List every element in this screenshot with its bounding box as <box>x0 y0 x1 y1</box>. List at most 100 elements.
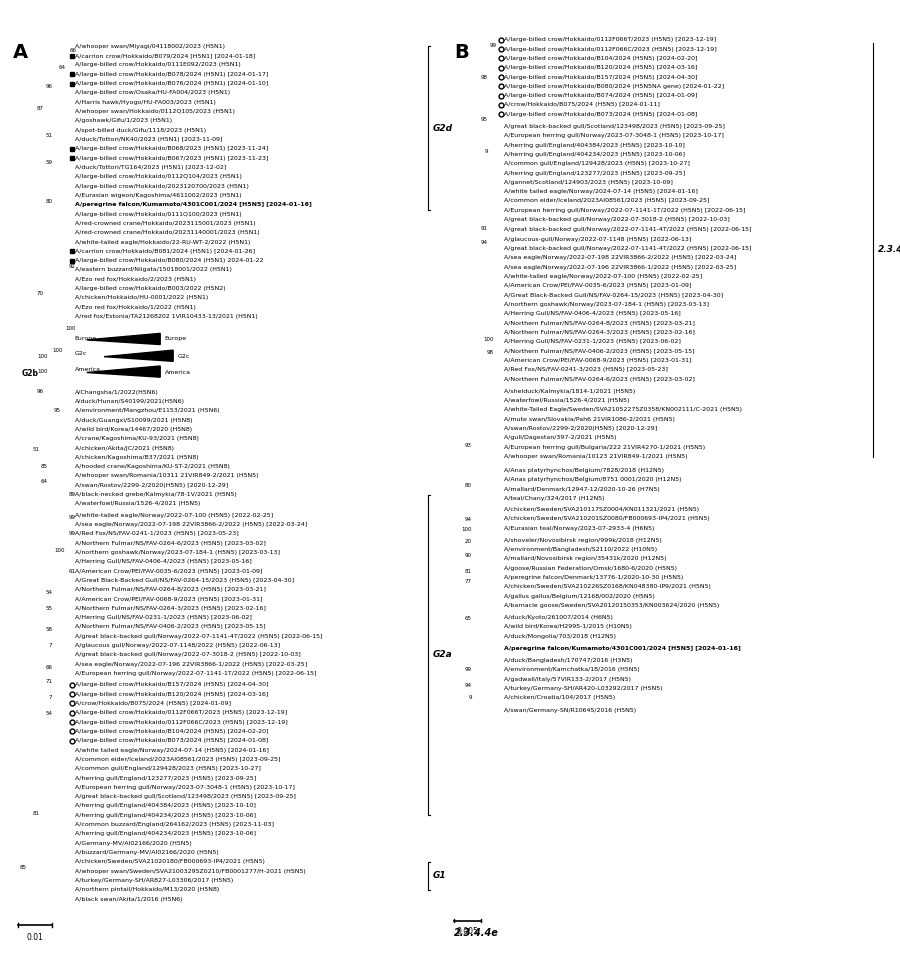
Text: A/sea eagle/Norway/2022-07-198 22VIR3866-2/2022 (H5N5) [2022-03-24]: A/sea eagle/Norway/2022-07-198 22VIR3866… <box>504 256 736 260</box>
Text: A/carrion crow/Hokkaido/B081/2024 (H5N1) [2024-01-26]: A/carrion crow/Hokkaido/B081/2024 (H5N1)… <box>75 249 255 254</box>
Text: A/chicken/Kagoshima/B37/2021 (H5N8): A/chicken/Kagoshima/B37/2021 (H5N8) <box>75 455 198 460</box>
Text: 90: 90 <box>465 553 472 557</box>
Text: A/whooper swan/Romania/10123 21VIR849-1/2021 (H5N5): A/whooper swan/Romania/10123 21VIR849-1/… <box>504 454 688 459</box>
Text: A/great black-backed gull/Norway/2022-07-1141-4T/2022 (H5N5) [2022-06-15]: A/great black-backed gull/Norway/2022-07… <box>504 228 752 233</box>
Text: G2b: G2b <box>22 369 39 378</box>
Text: 92: 92 <box>69 263 76 269</box>
Text: 100: 100 <box>66 326 76 332</box>
Text: 66: 66 <box>70 48 77 54</box>
Text: A/whooper swan/Sweden/SVA21003295Z0210/FB0001277/H-2021 (H5N5): A/whooper swan/Sweden/SVA21003295Z0210/F… <box>75 869 305 874</box>
Polygon shape <box>86 366 160 377</box>
Text: A/common buzzard/England/264162/2023 (H5N5) [2023-11-03]: A/common buzzard/England/264162/2023 (H5… <box>75 822 274 827</box>
Text: A/Great Black-Backed Gull/NS/FAV-0264-15/2023 (H5N5) [2023-04-30]: A/Great Black-Backed Gull/NS/FAV-0264-15… <box>75 578 293 583</box>
Text: A/wild bird/Korea/H2995-1/2015 (H10N5): A/wild bird/Korea/H2995-1/2015 (H10N5) <box>504 625 632 629</box>
Text: A/large-billed crow/Hokkaido/B120/2024 (H5N5) [2024-03-16]: A/large-billed crow/Hokkaido/B120/2024 (… <box>504 65 698 70</box>
Text: A/large-billed crow/Hokkaido/0112Q104/2023 (H5N1): A/large-billed crow/Hokkaido/0112Q104/20… <box>75 174 241 180</box>
Text: G2d: G2d <box>432 124 453 133</box>
Text: 94: 94 <box>465 683 472 688</box>
Text: A/mute swan/Slovakia/Pah6 21VIR1086-2/2021 (H5N5): A/mute swan/Slovakia/Pah6 21VIR1086-2/20… <box>504 417 675 422</box>
Text: 99: 99 <box>490 43 497 48</box>
Text: A/chicken/Sweden/SVA210226SZ0168/KN048380-IP9/2021 (H5N5): A/chicken/Sweden/SVA210226SZ0168/KN04838… <box>504 584 711 589</box>
Text: A/Red Fox/NS/FAV-0241-3/2023 (H5N5) [2023-05-23]: A/Red Fox/NS/FAV-0241-3/2023 (H5N5) [202… <box>504 367 668 372</box>
Text: A/large-billed crow/Hokkaido/B104/2024 (H5N5) [2024-02-20]: A/large-billed crow/Hokkaido/B104/2024 (… <box>504 56 698 61</box>
Text: A/large-billed crow/Hokkaido/B076/2024 (H5N1) [2024-01-10]: A/large-billed crow/Hokkaido/B076/2024 (… <box>75 81 268 86</box>
Text: A/sea eagle/Norway/2022-07-196 22VIR3866-1/2022 (H5N5) [2022-03-25]: A/sea eagle/Norway/2022-07-196 22VIR3866… <box>75 662 307 667</box>
Text: A/shoveler/Novosibirsk region/999k/2018 (H12N5): A/shoveler/Novosibirsk region/999k/2018 … <box>504 538 662 543</box>
Text: A/large-billed crow/Hokkaido/0111E092/2023 (H5N1): A/large-billed crow/Hokkaido/0111E092/20… <box>75 62 240 67</box>
Text: 64: 64 <box>40 480 48 484</box>
Text: A/Herring Gull/NS/FAV-0231-1/2023 (H5N5) [2023-06-02]: A/Herring Gull/NS/FAV-0231-1/2023 (H5N5)… <box>75 615 251 620</box>
Text: A/eastern buzzard/Niigata/15018001/2022 (H5N1): A/eastern buzzard/Niigata/15018001/2022 … <box>75 267 231 273</box>
Text: A/common eider/Iceland/2023AI08561/2023 (H5N5) [2023-09-25]: A/common eider/Iceland/2023AI08561/2023 … <box>75 757 280 762</box>
Text: A/great black-backed gull/Norway/2022-07-1141-4T/2022 (H5N5) [2022-06-15]: A/great black-backed gull/Norway/2022-07… <box>504 246 752 251</box>
Text: A/whooper swan/Miyagi/04118002/2023 (H5N1): A/whooper swan/Miyagi/04118002/2023 (H5N… <box>75 44 225 49</box>
Text: 100: 100 <box>38 369 48 374</box>
Text: A/large-billed crow/Hokkaido/B068/2023 (H5N1) [2023-11-24]: A/large-billed crow/Hokkaido/B068/2023 (… <box>75 146 268 151</box>
Text: A/large-billed crow/Hokkaido/B120/2024 (H5N5) [2024-03-16]: A/large-billed crow/Hokkaido/B120/2024 (… <box>75 692 268 697</box>
Text: A/European herring gull/Norway/2022-07-1141-1T/2022 (H5N5) [2022-06-15]: A/European herring gull/Norway/2022-07-1… <box>75 671 316 677</box>
Text: A/large-billed crow/Hokkaido/0112F066T/2023 (H5N5) [2023-12-19]: A/large-billed crow/Hokkaido/0112F066T/2… <box>504 37 716 42</box>
Text: A/environment/Kamchatka/18/2016 (H5N5): A/environment/Kamchatka/18/2016 (H5N5) <box>504 667 640 673</box>
Text: A/chicken/Sweden/SVA210117SZ0004/KN011321/2021 (H5N5): A/chicken/Sweden/SVA210117SZ0004/KN01132… <box>504 507 699 512</box>
Text: A/large-billed crow/Hokkaido/B073/2024 (H5N5) [2024-01-08]: A/large-billed crow/Hokkaido/B073/2024 (… <box>504 111 698 117</box>
Text: A/white tailed eagle/Norway/2024-07-14 (H5N5) [2024-01-16]: A/white tailed eagle/Norway/2024-07-14 (… <box>504 189 698 194</box>
Text: A/carrion crow/Hokkaido/B079/2024 [H5N1] [2024-01-18]: A/carrion crow/Hokkaido/B079/2024 [H5N1]… <box>75 53 255 58</box>
Text: 7: 7 <box>49 643 52 648</box>
Text: A/peregrine falcon/Kumamoto/4301C001/2024 [H5N5] [2024-01-16]: A/peregrine falcon/Kumamoto/4301C001/202… <box>504 646 741 651</box>
Text: A/chicken/Akita/JC/2021 (H5N8): A/chicken/Akita/JC/2021 (H5N8) <box>75 446 174 451</box>
Text: A/waterfowl/Russia/1526-4/2021 (H5N5): A/waterfowl/Russia/1526-4/2021 (H5N5) <box>75 502 200 506</box>
Text: A/American Crow/PEI/FAV-0035-6/2023 (H5N5) [2023-01-09]: A/American Crow/PEI/FAV-0035-6/2023 (H5N… <box>75 569 262 574</box>
Text: A/hooded crane/Kagoshima/KU-ST-2/2021 (H5N8): A/hooded crane/Kagoshima/KU-ST-2/2021 (H… <box>75 464 230 469</box>
Text: A/black-necked grebe/Kalmykia/78-1V/2021 (H5N5): A/black-necked grebe/Kalmykia/78-1V/2021… <box>75 492 237 497</box>
Text: 71: 71 <box>45 678 52 683</box>
Text: A/herring gull/England/123277/2023 (H5N5) [2023-09-25]: A/herring gull/England/123277/2023 (H5N5… <box>75 776 256 780</box>
Text: A/wild bird/Korea/14467/2020 (H5N8): A/wild bird/Korea/14467/2020 (H5N8) <box>75 427 192 431</box>
Text: A/mallard/Novosibirsk region/35431k/2020 (H12N5): A/mallard/Novosibirsk region/35431k/2020… <box>504 556 666 561</box>
Text: 87: 87 <box>37 107 43 111</box>
Text: 51: 51 <box>45 134 52 138</box>
Text: A/Eurasian teal/Norway/2023-07-2933-4 (H6N5): A/Eurasian teal/Norway/2023-07-2933-4 (H… <box>504 526 654 530</box>
Text: A/great black-backed gull/Norway/2022-07-3018-2 (H5N5) [2022-10-03]: A/great black-backed gull/Norway/2022-07… <box>75 653 301 657</box>
Text: A/large-billed crow/Hokkaido/B080/2024 (H5N1) 2024-01-22: A/large-billed crow/Hokkaido/B080/2024 (… <box>75 259 263 263</box>
Text: 61: 61 <box>69 569 76 574</box>
Text: 0.01: 0.01 <box>26 933 43 942</box>
Text: A/mallard/Denmark/12947-12/2020-10-26 (H7N5): A/mallard/Denmark/12947-12/2020-10-26 (H… <box>504 486 660 491</box>
Text: A/Anas platyrhynchos/Belgium/7828/2018 (H12N5): A/Anas platyrhynchos/Belgium/7828/2018 (… <box>504 468 664 473</box>
Text: 70: 70 <box>37 291 43 296</box>
Text: 2.3.4.4e: 2.3.4.4e <box>454 927 500 938</box>
Text: A/Herring Gull/NS/FAV-0406-4/2023 (H5N5) [2023-05-16]: A/Herring Gull/NS/FAV-0406-4/2023 (H5N5)… <box>504 311 680 316</box>
Text: 85: 85 <box>40 464 48 469</box>
Text: A/duck/Guangxi/S10099/2021 (H5N8): A/duck/Guangxi/S10099/2021 (H5N8) <box>75 417 193 423</box>
Text: 64: 64 <box>58 65 65 70</box>
Text: A/sea eagle/Norway/2022-07-196 22VIR3866-1/2022 (H5N5) [2022-03-25]: A/sea eagle/Norway/2022-07-196 22VIR3866… <box>504 264 736 270</box>
Text: A/herring gull/England/404234/2023 (H5N5) [2023-10-06]: A/herring gull/England/404234/2023 (H5N5… <box>75 831 256 836</box>
Text: A/large-billed crow/Hokkaido/B104/2024 (H5N5) [2024-02-20]: A/large-billed crow/Hokkaido/B104/2024 (… <box>75 728 268 734</box>
Text: A/duck/Hunan/S40199/2021(H5N6): A/duck/Hunan/S40199/2021(H5N6) <box>75 399 184 404</box>
Text: A/herring gull/England/404384/2023 (H5N5) [2023-10-10]: A/herring gull/England/404384/2023 (H5N5… <box>75 803 256 808</box>
Text: A/Herring Gull/NS/FAV-0231-1/2023 (H5N5) [2023-06-02]: A/Herring Gull/NS/FAV-0231-1/2023 (H5N5)… <box>504 339 680 344</box>
Text: A/large-billed crow/Hokkaido/0111Q100/2023 (H5N1): A/large-billed crow/Hokkaido/0111Q100/20… <box>75 211 241 216</box>
Text: 55: 55 <box>45 605 52 611</box>
Text: A/large-billed crow/Hokkaido/B074/2024 (H5N5) [2024-01-09]: A/large-billed crow/Hokkaido/B074/2024 (… <box>504 93 698 98</box>
Text: A/American Crow/PEI/FAV-0068-9/2023 (H5N5) [2023-01-31]: A/American Crow/PEI/FAV-0068-9/2023 (H5N… <box>75 597 262 602</box>
Text: A/goshawk/Gifu/1/2023 (H5N1): A/goshawk/Gifu/1/2023 (H5N1) <box>75 118 172 123</box>
Text: A/glaucous gull/Norway/2022-07-1148/2022 (H5N5) [2022-06-13]: A/glaucous gull/Norway/2022-07-1148/2022… <box>75 643 280 648</box>
Text: America: America <box>165 370 191 375</box>
Text: 89: 89 <box>69 492 76 497</box>
Text: A/swan/Rostov/2299-2/2020(H5N5) [2020-12-29]: A/swan/Rostov/2299-2/2020(H5N5) [2020-12… <box>504 426 657 431</box>
Text: G2c: G2c <box>177 355 190 359</box>
Text: A/large-billed crow/Hokkaido/B003/2022 (H5N2): A/large-billed crow/Hokkaido/B003/2022 (… <box>75 286 225 291</box>
Text: 9: 9 <box>469 696 472 701</box>
Text: A/European herring gull/Norway/2023-07-3048-1 (H5N5) [2023-10-17]: A/European herring gull/Norway/2023-07-3… <box>504 134 724 138</box>
Text: A: A <box>14 42 29 62</box>
Text: G2a: G2a <box>432 651 452 659</box>
Text: A/glaucous-gull/Norway/2022-07-1148 (H5N5) [2022-06-13]: A/glaucous-gull/Norway/2022-07-1148 (H5N… <box>504 236 691 242</box>
Text: 95: 95 <box>54 408 61 413</box>
Text: G2c: G2c <box>75 352 87 357</box>
Text: A/European herring gull/Norway/2023-07-3048-1 (H5N5) [2023-10-17]: A/European herring gull/Norway/2023-07-3… <box>75 785 294 790</box>
Text: A/whooper swan/Hokkaido/0112Q105/2023 (H5N1): A/whooper swan/Hokkaido/0112Q105/2023 (H… <box>75 109 235 114</box>
Text: 85: 85 <box>19 865 26 870</box>
Text: A/spot-billed duck/Gifu/1118/2023 (H5N1): A/spot-billed duck/Gifu/1118/2023 (H5N1) <box>75 128 206 133</box>
Text: A/environment/Bangladesh/S2110/2022 (H10N5): A/environment/Bangladesh/S2110/2022 (H10… <box>504 547 657 553</box>
Text: A/chicken/Sweden/SVA21020180/FB000693-IP4/2021 (H5N5): A/chicken/Sweden/SVA21020180/FB000693-IP… <box>75 859 265 864</box>
